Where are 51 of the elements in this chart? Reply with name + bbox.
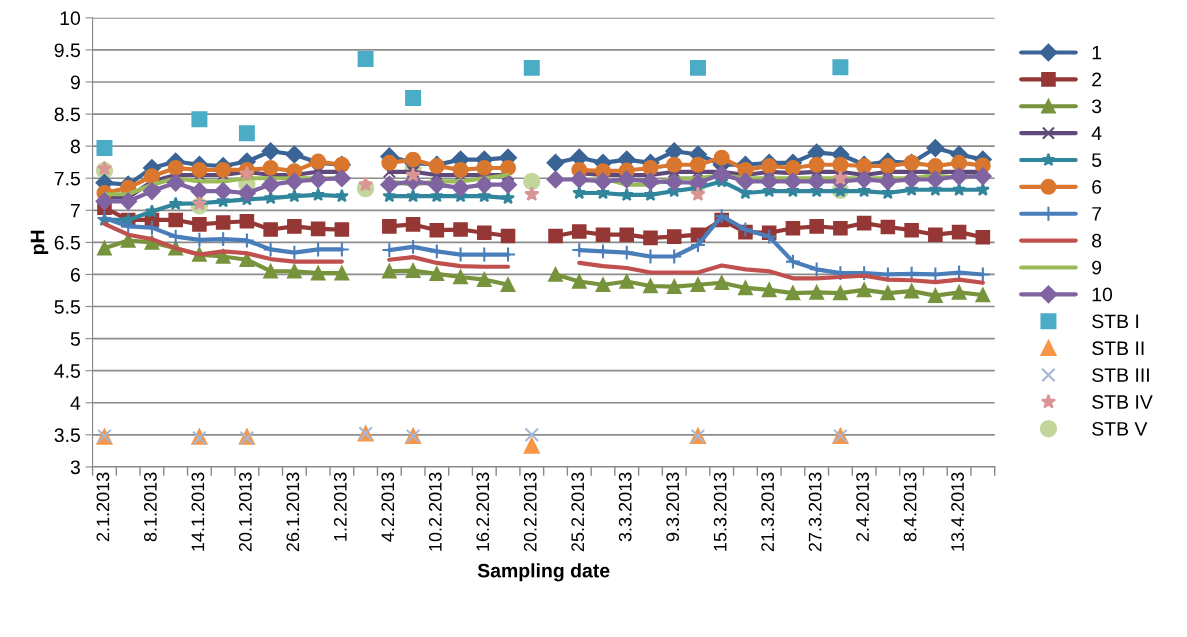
x-axis-title: Sampling date — [477, 563, 610, 582]
legend-label: STB I — [1092, 314, 1139, 329]
legend-label: STB III — [1092, 368, 1149, 382]
legend-label: 4 — [1091, 126, 1102, 140]
x-tick-label: 13.4.2013 — [951, 472, 964, 551]
legend-label: 7 — [1092, 207, 1102, 221]
y-tick-label: 3 — [70, 460, 80, 475]
x-tick-label: 10.2.2013 — [428, 472, 442, 551]
legend-label: 5 — [1092, 153, 1102, 167]
legend-label: 8 — [1092, 233, 1102, 248]
y-tick-label: 9 — [70, 75, 80, 90]
y-axis-title: pH — [30, 230, 49, 255]
y-tick-label: 8.5 — [54, 107, 80, 122]
y-tick-label: 10 — [60, 11, 81, 26]
y-tick-label: 3.5 — [54, 428, 80, 443]
y-tick-label: 6 — [70, 267, 80, 282]
x-tick-label: 26.1.2013 — [286, 472, 300, 552]
y-tick-label: 8 — [70, 139, 80, 154]
x-tick-label: 16.2.2013 — [476, 472, 490, 551]
legend-label: STB IV — [1092, 395, 1153, 409]
y-tick-label: 4.5 — [54, 364, 80, 378]
legend-label: STB V — [1092, 421, 1148, 436]
y-tick-label: 9.5 — [54, 43, 80, 58]
x-tick-label: 2.4.2013 — [856, 472, 869, 542]
y-tick-label: 7.5 — [54, 171, 80, 186]
legend-label: 1 — [1092, 45, 1102, 60]
legend-label: 6 — [1092, 180, 1102, 194]
x-tick-label: 4.2.2013 — [381, 472, 395, 542]
y-tick-label: 6.5 — [54, 235, 80, 250]
x-tick-label: 25.2.2013 — [571, 472, 585, 552]
x-tick-label: 9.3.2013 — [666, 472, 680, 542]
x-tick-label: 1.2.2013 — [333, 472, 347, 541]
y-tick-label: 5 — [70, 332, 80, 346]
x-tick-label: 21.3.2013 — [761, 472, 775, 552]
x-tick-label: 8.4.2013 — [903, 472, 917, 542]
x-tick-label: 2.1.2013 — [96, 472, 110, 542]
x-tick-label: 3.3.2013 — [618, 472, 632, 542]
x-tick-label: 27.3.2013 — [808, 472, 822, 552]
x-tick-label: 15.3.2013 — [713, 472, 727, 551]
y-tick-label: 7 — [70, 203, 80, 218]
legend-label: 10 — [1092, 287, 1113, 302]
legend-label: 9 — [1092, 260, 1102, 275]
y-tick-label: 5.5 — [54, 300, 80, 314]
y-tick-label: 4 — [70, 396, 81, 410]
legend-label: 3 — [1091, 99, 1102, 114]
legend-label: STB II — [1092, 341, 1144, 356]
x-tick-label: 20.1.2013 — [238, 472, 252, 552]
legend-label: 2 — [1092, 72, 1102, 87]
x-tick-label: 20.2.2013 — [523, 472, 537, 552]
x-tick-label: 14.1.2013 — [191, 472, 205, 551]
x-tick-label: 8.1.2013 — [144, 472, 157, 542]
